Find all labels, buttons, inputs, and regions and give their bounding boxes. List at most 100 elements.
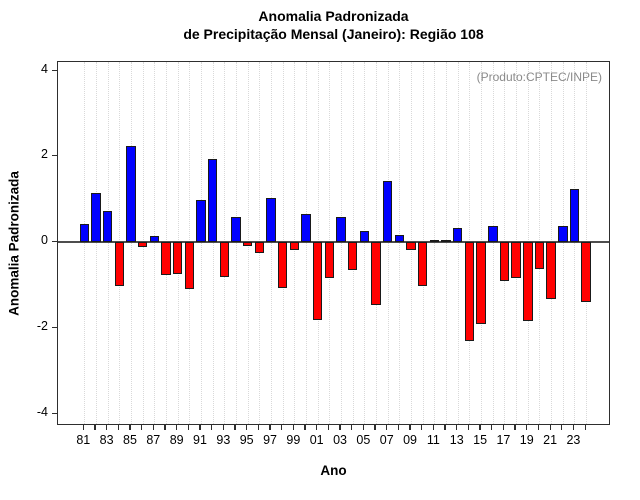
x-tick-1981 [82, 425, 84, 430]
x-tick-label-1987: 87 [146, 433, 161, 447]
gridline-2016 [492, 62, 494, 424]
gridline-2023 [574, 62, 576, 424]
bar-2007 [382, 181, 393, 242]
x-tick-2008 [397, 425, 399, 430]
x-tick-label-1997: 97 [263, 433, 277, 447]
gridline-1994 [236, 62, 237, 424]
bar-1990 [184, 242, 195, 290]
gridline-2000 [306, 62, 308, 424]
bar-2023 [569, 189, 580, 242]
gridline-2022 [562, 62, 564, 424]
x-tick-label-2011: 11 [426, 433, 440, 447]
x-tick-2015 [479, 425, 481, 430]
x-tick-label-2013: 13 [449, 433, 464, 447]
source-annotation: (Produto:CPTEC/INPE) [476, 70, 602, 84]
x-tick-label-2009: 09 [403, 433, 417, 447]
x-tick-1982 [94, 425, 96, 430]
x-tick-2012 [444, 425, 446, 430]
y-tick-label--4: -4 [36, 404, 48, 419]
x-tick-2007 [386, 425, 388, 430]
bar-2014 [464, 242, 475, 341]
bar-1991 [196, 199, 206, 242]
bar-2019 [523, 242, 533, 322]
bar-1987 [149, 235, 160, 242]
x-tick-label-1993: 93 [216, 433, 231, 447]
x-tick-2001 [316, 425, 318, 430]
x-tick-2018 [514, 425, 516, 430]
x-tick-1994 [234, 425, 236, 430]
bar-1996 [254, 242, 265, 253]
x-tick-2006 [374, 425, 376, 430]
x-tick-label-2017: 17 [496, 433, 511, 447]
x-tick-1988 [164, 425, 166, 430]
y-tick-label-2: 2 [41, 147, 48, 162]
bar-2010 [417, 242, 428, 286]
bar-2002 [324, 242, 335, 278]
x-tick-label-1983: 83 [99, 433, 114, 447]
bar-2004 [347, 242, 358, 270]
chart-title-line1: Anomalia Padronizada [258, 8, 409, 24]
x-tick-2024 [584, 425, 586, 430]
x-tick-label-1985: 85 [123, 433, 137, 447]
bar-1997 [266, 198, 276, 242]
x-tick-1986 [141, 425, 143, 430]
bar-2021 [546, 242, 556, 300]
gridline-1982 [95, 62, 97, 424]
gridline-1987 [154, 62, 156, 424]
x-tick-1983 [106, 425, 108, 430]
x-tick-1990 [187, 425, 189, 430]
gridline-1981 [84, 62, 86, 424]
x-tick-2017 [502, 425, 504, 430]
y-tick--2 [52, 326, 57, 328]
gridline-1992 [212, 62, 214, 424]
x-tick-label-2005: 05 [356, 433, 371, 447]
gridline-1983 [107, 62, 109, 424]
bar-1983 [102, 210, 113, 242]
bar-1982 [91, 193, 101, 242]
y-tick-label--2: -2 [36, 318, 48, 333]
x-tick-2005 [362, 425, 364, 430]
bar-2022 [558, 226, 568, 242]
gridline-2005 [364, 62, 366, 424]
x-tick-label-2015: 15 [473, 433, 488, 447]
x-tick-2022 [561, 425, 563, 430]
bar-1999 [289, 242, 300, 251]
y-tick-2 [52, 155, 57, 157]
bar-2001 [312, 242, 323, 320]
bar-1984 [114, 242, 125, 287]
bar-2000 [301, 213, 311, 242]
x-tick-2009 [409, 425, 411, 430]
bar-2015 [476, 242, 486, 324]
gridline-2011 [434, 62, 436, 424]
x-tick-2000 [304, 425, 306, 430]
bar-2011 [429, 239, 440, 242]
x-tick-1984 [117, 425, 119, 430]
x-tick-2011 [432, 425, 434, 430]
bar-2003 [336, 217, 346, 242]
bar-2009 [406, 242, 416, 251]
y-tick-label-4: 4 [41, 61, 48, 76]
x-tick-1996 [257, 425, 259, 430]
x-tick-label-1991: 91 [193, 433, 207, 447]
x-tick-2010 [421, 425, 423, 430]
x-tick-label-2007: 07 [379, 433, 394, 447]
bar-2013 [452, 227, 463, 242]
gridline-2003 [341, 62, 343, 424]
bar-1986 [137, 242, 148, 248]
x-tick-2016 [491, 425, 493, 430]
bar-1994 [231, 217, 241, 242]
x-tick-2002 [327, 425, 329, 430]
x-tick-label-1995: 95 [239, 433, 254, 447]
chart-title: Anomalia Padronizada de Precipitação Men… [57, 7, 610, 43]
x-tick-1999 [292, 425, 294, 430]
bar-1981 [79, 223, 90, 242]
x-tick-label-2003: 03 [333, 433, 347, 447]
bar-2020 [534, 242, 545, 269]
bar-2012 [441, 239, 451, 242]
x-tick-1991 [199, 425, 201, 430]
bar-1995 [242, 242, 253, 247]
bar-1992 [207, 158, 218, 242]
x-tick-label-2023: 23 [566, 433, 581, 447]
x-tick-2023 [572, 425, 575, 430]
x-tick-2021 [549, 425, 551, 430]
